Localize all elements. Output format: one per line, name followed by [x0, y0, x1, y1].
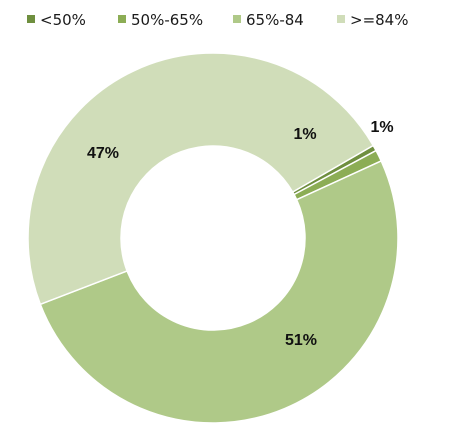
legend-item: <50% [27, 11, 86, 29]
legend-swatch [27, 15, 35, 23]
slice-labels: 1% 51% 47% 1% [87, 119, 394, 349]
legend-swatch [233, 15, 241, 23]
donut-slices [27, 52, 399, 424]
chart-legend: <50% 50%-65% 65%-84 >=84% [27, 11, 408, 29]
legend-label: >=84% [350, 11, 408, 29]
slice-value-label: 51% [285, 332, 317, 349]
legend-label: <50% [40, 11, 86, 29]
legend-label: 65%-84 [246, 11, 304, 29]
donut-slice [39, 159, 399, 424]
legend-label: 50%-65% [131, 11, 203, 29]
donut-slice [27, 52, 375, 306]
slice-value-label: 1% [370, 119, 393, 136]
legend-swatch [337, 15, 345, 23]
slice-value-label: 1% [293, 126, 316, 143]
legend-item: 65%-84 [233, 11, 304, 29]
legend-item: >=84% [337, 11, 408, 29]
legend-swatch [118, 15, 126, 23]
legend-item: 50%-65% [118, 11, 203, 29]
slice-value-label: 47% [87, 145, 119, 162]
